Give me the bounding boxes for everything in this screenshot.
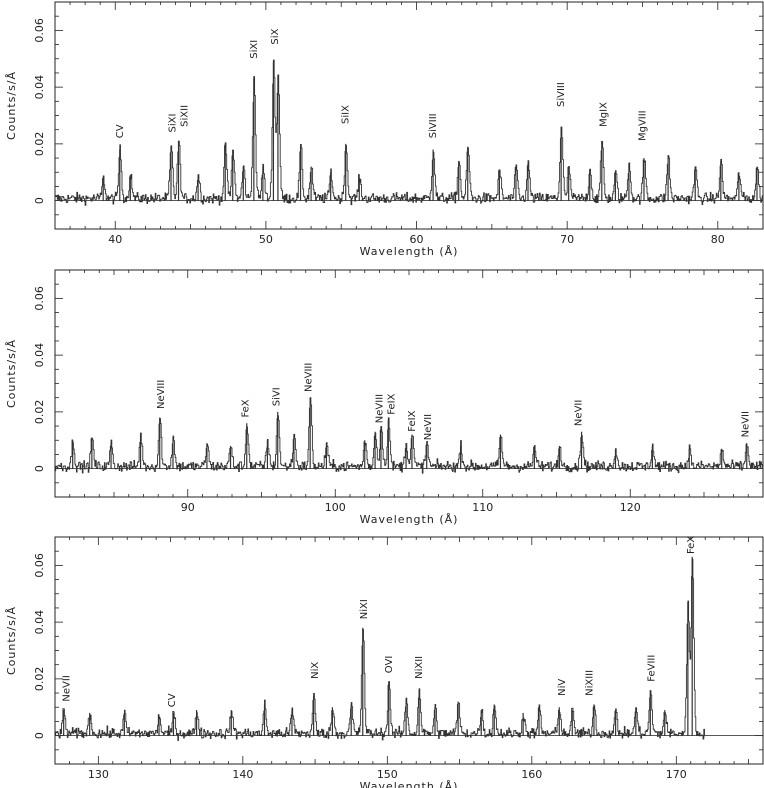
- x-tick-label: 60: [410, 233, 424, 246]
- y-axis-label: Counts/s/Å: [5, 339, 18, 408]
- line-annotation: NiV: [557, 679, 568, 696]
- line-annotation: NeVII: [574, 400, 585, 426]
- x-tick-label: 140: [232, 768, 253, 781]
- y-tick-label: 0: [33, 197, 46, 204]
- x-tick-label: 70: [560, 233, 574, 246]
- x-axis-label: Wavelength (Å): [360, 245, 459, 258]
- line-annotation: NiXI: [359, 599, 370, 619]
- x-tick-label: 130: [88, 768, 109, 781]
- y-tick-label: 0.06: [33, 18, 46, 43]
- y-axis-label: Counts/s/Å: [5, 71, 18, 140]
- x-tick-label: 80: [711, 233, 725, 246]
- line-annotation: NeVII: [62, 675, 73, 701]
- spectrum-line: [55, 558, 706, 741]
- line-annotation: FeIX: [386, 393, 397, 414]
- line-annotation: NeVIII: [156, 380, 167, 409]
- line-annotation: FeIX: [407, 410, 418, 431]
- line-annotation: SiVIII: [556, 82, 567, 107]
- y-tick-label: 0.06: [33, 553, 46, 578]
- x-tick-label: 110: [472, 501, 493, 514]
- line-annotation: FeVIII: [647, 655, 658, 682]
- line-annotation: NeVII: [740, 411, 751, 437]
- line-annotation: MgVIII: [637, 110, 648, 141]
- line-annotation: CV: [167, 693, 178, 707]
- line-annotation: FeX: [240, 399, 251, 417]
- x-axis-label: Wavelength (Å): [360, 513, 459, 526]
- line-annotation: SiXI: [249, 40, 260, 59]
- spectrum-line: [55, 397, 764, 474]
- x-tick-label: 90: [181, 501, 195, 514]
- y-tick-label: 0.04: [33, 343, 46, 368]
- x-tick-label: 170: [666, 768, 687, 781]
- line-annotation: NiX: [310, 662, 321, 679]
- line-annotation: OVI: [384, 656, 395, 674]
- line-annotation: NeVII: [423, 414, 434, 440]
- y-tick-label: 0.04: [33, 610, 46, 635]
- x-tick-label: 120: [620, 501, 641, 514]
- line-annotation: SiXI: [167, 114, 178, 133]
- line-annotation: FeX: [686, 536, 697, 554]
- y-tick-label: 0: [33, 465, 46, 472]
- line-annotation: SiXII: [180, 105, 191, 127]
- x-tick-label: 150: [377, 768, 398, 781]
- spectrum-line: [55, 59, 764, 206]
- line-annotation: SiVIII: [428, 113, 439, 138]
- y-tick-label: 0.02: [33, 400, 46, 425]
- line-annotation: CV: [115, 124, 126, 138]
- spectrum-panel-2: 90 100 110 120 0 0.02 0.04 0.06 Wavelength (Å) Co…: [5, 269, 764, 526]
- plot-frame: [54, 1, 764, 230]
- line-annotation: MgIX: [598, 102, 609, 127]
- x-tick-label: 40: [108, 233, 122, 246]
- line-annotation: NeVIII: [304, 363, 315, 392]
- y-tick-label: 0.06: [33, 286, 46, 311]
- x-axis-label: Wavelength (Å): [360, 780, 459, 788]
- y-tick-label: 0.02: [33, 132, 46, 157]
- line-annotation: NeVIII: [375, 394, 386, 423]
- line-annotation: NiXIII: [585, 670, 596, 696]
- line-annotation: SiIX: [341, 105, 352, 124]
- line-annotation: SiVI: [271, 387, 282, 406]
- line-annotation: SiX: [270, 28, 281, 44]
- y-tick-label: 0.04: [33, 75, 46, 100]
- x-tick-label: 160: [521, 768, 542, 781]
- y-tick-label: 0.02: [33, 667, 46, 692]
- x-tick-label: 100: [325, 501, 346, 514]
- spectrum-panel-3: 130 140 150 160 170 0 0.02 0.04 0.06 Wavelength (…: [5, 536, 764, 788]
- x-tick-label: 50: [259, 233, 273, 246]
- y-axis-label: Counts/s/Å: [5, 606, 18, 675]
- spectrum-panel-1: 40 50 60 70 80 0 0.02 0.04 0.06 Wavelength (Å) Cou…: [5, 1, 764, 258]
- y-tick-label: 0: [33, 732, 46, 739]
- line-annotation: NiXII: [414, 656, 425, 679]
